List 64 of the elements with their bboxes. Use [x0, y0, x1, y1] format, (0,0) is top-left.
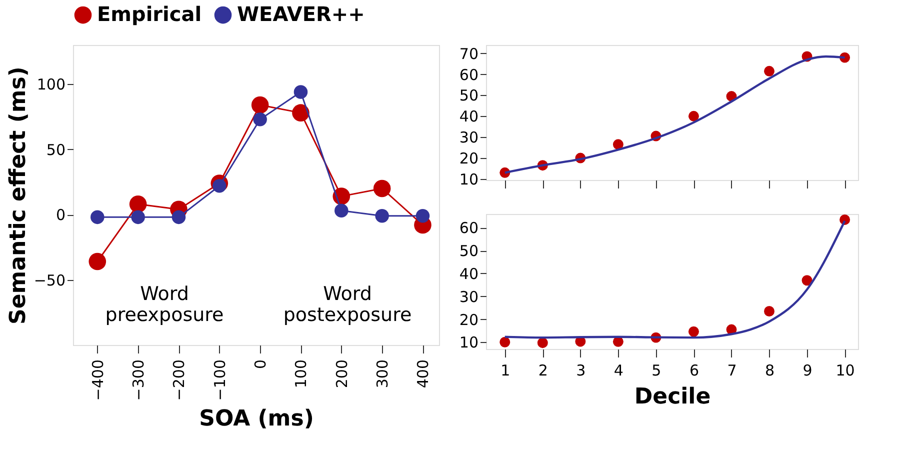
- point: [334, 204, 348, 218]
- y-tick-label: 20: [459, 310, 478, 329]
- point: [90, 210, 104, 224]
- point: [131, 210, 145, 224]
- x-tick-label: 10: [836, 362, 855, 380]
- point: [375, 208, 389, 223]
- point: [416, 208, 430, 223]
- y-tick-label: 30: [459, 288, 478, 306]
- x-tick-label: 8: [764, 362, 775, 380]
- y-tick-label: 40: [459, 264, 478, 283]
- x-tick-label: 100: [292, 360, 310, 388]
- x-tick-label: 200: [332, 360, 351, 388]
- x-tick-label: 0: [252, 360, 270, 370]
- point: [294, 85, 308, 99]
- x-tick-label: −300: [130, 360, 148, 401]
- point: [373, 180, 391, 198]
- y-tick-label: −50: [34, 271, 66, 290]
- y-tick-label: 60: [459, 219, 478, 238]
- x-tick-label: 4: [614, 362, 624, 380]
- point: [764, 66, 774, 76]
- x-tick-label: 400: [414, 360, 432, 388]
- legend-label: WEAVER++: [237, 2, 365, 26]
- x-tick-label: −100: [210, 360, 229, 401]
- x-tick-label: 2: [538, 362, 548, 380]
- annotation: Word preexposure: [105, 283, 224, 326]
- point: [292, 104, 310, 122]
- x-axis-title: SOA (ms): [199, 406, 314, 432]
- point: [764, 306, 774, 316]
- y-tick-label: 0: [56, 206, 66, 224]
- y-tick-label: 60: [459, 66, 478, 84]
- y-tick-label: 50: [46, 140, 66, 159]
- y-tick-label: 50: [459, 86, 478, 105]
- point: [253, 112, 267, 126]
- x-axis-title: Decile: [634, 384, 711, 410]
- point: [88, 252, 106, 270]
- legend-label: Empirical: [97, 2, 202, 26]
- x-tick-label: 1: [500, 362, 510, 380]
- point: [129, 195, 147, 213]
- y-tick-label: 10: [459, 170, 478, 188]
- x-tick-label: 3: [576, 362, 586, 380]
- y-tick-label: 100: [36, 76, 66, 94]
- y-tick-label: 50: [459, 242, 478, 260]
- y-tick-label: 30: [459, 128, 478, 147]
- point: [612, 139, 624, 150]
- point: [688, 110, 699, 122]
- point: [537, 338, 548, 348]
- x-tick-label: 300: [374, 360, 392, 388]
- y-tick-label: 70: [459, 44, 478, 63]
- annotation: Word postexposure: [283, 283, 412, 326]
- x-tick-label: 5: [652, 362, 662, 380]
- x-tick-label: 9: [802, 362, 812, 380]
- y-tick-label: 10: [459, 334, 478, 352]
- y-tick-label: 20: [459, 150, 478, 168]
- x-tick-label: 6: [689, 362, 699, 380]
- point: [688, 326, 699, 337]
- y-axis-title: Semantic effect (ms): [6, 66, 31, 324]
- point: [172, 210, 186, 224]
- x-tick-label: −400: [88, 360, 107, 401]
- point: [802, 275, 812, 286]
- point: [500, 336, 510, 348]
- point: [251, 96, 269, 114]
- y-tick-label: 40: [459, 108, 478, 126]
- x-tick-label: −200: [170, 360, 188, 401]
- x-tick-label: 7: [727, 362, 737, 380]
